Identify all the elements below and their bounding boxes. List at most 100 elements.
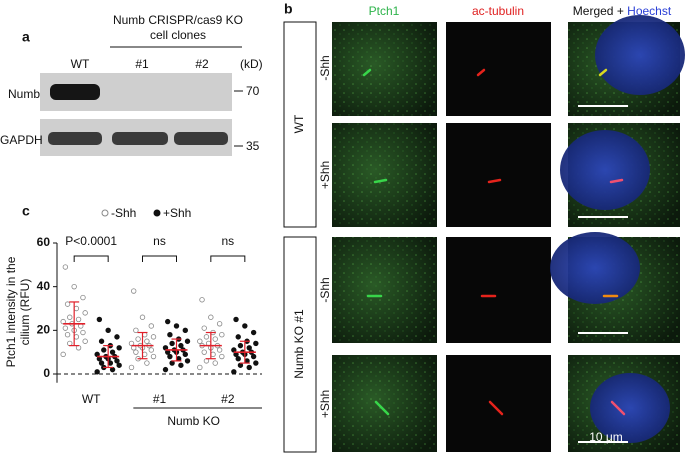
column-label: Merged + Hoechst [573,4,672,18]
y-axis-label: Ptch1 intensity in the [4,256,18,367]
dot [216,321,223,327]
dot [242,323,248,329]
y-tick-label: 40 [37,279,51,293]
dot [178,342,184,349]
dot [182,351,188,358]
dot [237,342,244,349]
cilium [373,178,388,184]
speckle [332,355,437,452]
lane-label: WT [71,57,90,71]
dot [71,283,77,290]
dot [167,332,173,338]
dot [164,318,171,325]
dot-plot: 0 20 40 60 Ptch1 intensity in the cilium (RFU… [4,206,262,428]
dot [197,364,203,371]
dot [231,369,237,375]
dot [233,316,239,323]
dot [150,334,157,340]
cilium [598,68,608,77]
dot [82,338,88,344]
dot [98,338,105,344]
cilium [609,178,624,184]
merged-label: Merged + [573,4,624,18]
micrograph [446,123,551,227]
cilium [362,68,372,77]
dot [116,345,122,351]
dot [98,360,105,366]
speckle [332,22,437,116]
dot [135,336,141,342]
dot [184,338,191,344]
unit: (kD) [240,57,263,71]
dot [219,332,225,338]
dot [101,347,107,353]
dot [212,336,218,342]
x-tick-label: #1 [153,392,167,406]
speckle [332,237,437,343]
marker: 70 [246,84,260,98]
panel-label: c [22,203,30,219]
x-tick-label: #2 [221,392,235,406]
bracket [142,255,177,262]
dot [67,314,73,320]
dot [246,345,252,351]
row-label: GAPDH [0,133,43,147]
header: Numb CRISPR/cas9 KO [113,13,243,27]
dot [144,338,150,344]
dot [109,349,116,355]
dot [235,356,241,362]
micrograph [446,237,551,343]
y-axis-label: cilium (RFU) [18,279,32,346]
dot [82,310,88,316]
dot [133,327,139,334]
dot [114,358,120,364]
annotation: ns [153,234,166,248]
dot [203,334,210,340]
dot [62,264,69,270]
dot [235,334,241,340]
dot [250,329,257,336]
nucleus [595,15,685,95]
dot [64,332,71,338]
group-label: Numb KO #1 [292,309,306,379]
x-tick-label: WT [82,392,101,406]
cilium [488,400,504,416]
dot [162,366,169,373]
legend-marker [101,209,109,217]
group-box [283,21,317,228]
dot [114,334,120,340]
cilium [487,178,502,184]
band [174,132,228,145]
dot [201,349,207,355]
dot [75,316,82,323]
condition-label: -Shh [318,55,332,80]
dot [246,364,252,371]
dot [62,325,69,331]
dot [80,329,86,336]
micrograph [446,355,551,452]
dot [139,314,146,320]
lane-label: #1 [135,57,149,71]
band [48,132,102,145]
band [112,132,168,145]
group-label: Numb KO [167,414,220,428]
legend-label: -Shh [111,206,136,220]
dot [169,340,175,347]
lane-label: #2 [195,57,209,71]
scale-bar-label: 10 μm [589,430,623,444]
dot [116,362,122,368]
dot [130,288,137,294]
micrograph [446,22,551,116]
row-label: Numb [8,87,40,101]
dot [184,358,191,364]
speckle [332,123,437,227]
y-tick-label: 20 [37,323,51,337]
dot [80,294,86,301]
annotation: P<0.0001 [65,234,117,248]
dot [144,360,150,366]
condition-label: +Shh [318,390,332,418]
dot [178,362,184,368]
condition-label: +Shh [318,161,332,189]
nucleus [550,232,640,304]
